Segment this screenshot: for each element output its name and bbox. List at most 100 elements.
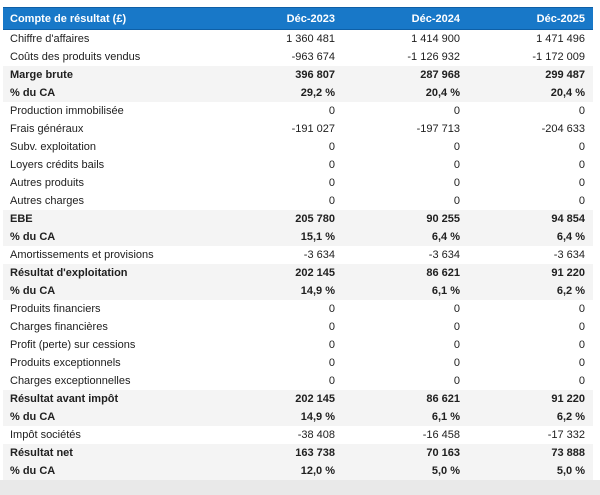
row-value-dec-2024: 0 [453,357,460,369]
row-value-dec-2024: 0 [453,159,460,171]
row-label: Autres produits [10,177,84,189]
row-value-dec-2023: 0 [328,375,335,387]
row-value-dec-2024: -197 713 [416,123,460,135]
row-value-dec-2025: 0 [578,195,585,207]
row-value-dec-2023: 0 [328,321,335,333]
row-value-dec-2023: 0 [328,141,335,153]
row-label: Production immobilisée [10,105,124,117]
row-label: Résultat avant impôt [10,393,119,405]
row-value-dec-2025: -3 634 [553,249,585,261]
row-value-dec-2023: 202 145 [295,393,335,405]
row-value-dec-2025: -1 172 009 [532,51,585,63]
row-value-dec-2024: 5,0 % [431,465,460,477]
row-value-dec-2023: 12,0 % [300,465,335,477]
row-label: Produits financiers [10,303,101,315]
row-value-dec-2023: -3 634 [303,249,335,261]
row-value-dec-2024: 6,4 % [431,231,460,243]
row-value-dec-2024: 1 414 900 [411,33,460,45]
row-label: Produits exceptionnels [10,357,121,369]
table-row: % du CA 15,1 % 6,4 % 6,4 % [3,228,593,246]
table-row: Charges exceptionnelles 0 0 0 [3,372,593,390]
row-value-dec-2023: 14,9 % [300,411,335,423]
table-row: % du CA 14,9 % 6,1 % 6,2 % [3,282,593,300]
row-value-dec-2024: 0 [453,105,460,117]
row-label: Résultat d'exploitation [10,267,128,279]
table-row: Frais généraux -191 027 -197 713 -204 63… [3,120,593,138]
table-row: Amortissements et provisions -3 634 -3 6… [3,246,593,264]
row-value-dec-2025: 299 487 [545,69,585,81]
table-header-title: Compte de résultat (£) [10,12,127,25]
table-header-dec-2024: Déc-2024 [411,12,460,25]
income-statement-table: Compte de résultat (£) Déc-2023 Déc-2024… [3,7,593,480]
row-value-dec-2023: 0 [328,159,335,171]
table-row: Coûts des produits vendus -963 674 -1 12… [3,48,593,66]
row-value-dec-2024: 20,4 % [425,87,460,99]
row-label: Impôt sociétés [10,429,81,441]
row-label: Subv. exploitation [10,141,97,153]
row-value-dec-2025: 1 471 496 [536,33,585,45]
row-value-dec-2023: 0 [328,195,335,207]
page-footer-background [0,480,600,495]
table-header-dec-2023: Déc-2023 [286,12,335,25]
row-label: % du CA [10,465,56,477]
table-row: % du CA 12,0 % 5,0 % 5,0 % [3,462,593,480]
row-value-dec-2024: 90 255 [426,213,460,225]
row-value-dec-2024: 0 [453,195,460,207]
row-value-dec-2023: 0 [328,177,335,189]
table-row: Autres charges 0 0 0 [3,192,593,210]
row-value-dec-2025: 0 [578,357,585,369]
row-value-dec-2025: -17 332 [547,429,585,441]
table-header-dec-2025: Déc-2025 [536,12,585,25]
table-row: Résultat avant impôt 202 145 86 621 91 2… [3,390,593,408]
row-value-dec-2025: 5,0 % [556,465,585,477]
row-value-dec-2023: 15,1 % [300,231,335,243]
row-value-dec-2025: 6,2 % [556,411,585,423]
row-label: Charges financières [10,321,108,333]
row-value-dec-2025: 91 220 [551,267,585,279]
row-label: Coûts des produits vendus [10,51,141,63]
row-value-dec-2024: 86 621 [426,267,460,279]
row-label: % du CA [10,285,56,297]
row-value-dec-2024: -16 458 [422,429,460,441]
row-value-dec-2023: 14,9 % [300,285,335,297]
row-label: Loyers crédits bails [10,159,105,171]
row-value-dec-2024: 86 621 [426,393,460,405]
table-row: Chiffre d'affaires 1 360 481 1 414 900 1… [3,30,593,48]
row-value-dec-2023: 0 [328,339,335,351]
table-row: Loyers crédits bails 0 0 0 [3,156,593,174]
row-value-dec-2025: 6,2 % [556,285,585,297]
table-row: Charges financières 0 0 0 [3,318,593,336]
row-value-dec-2024: 0 [453,303,460,315]
row-value-dec-2024: 70 163 [426,447,460,459]
row-value-dec-2025: 0 [578,105,585,117]
table-row: % du CA 29,2 % 20,4 % 20,4 % [3,84,593,102]
row-value-dec-2023: -38 408 [297,429,335,441]
row-value-dec-2025: 0 [578,177,585,189]
row-label: EBE [10,213,33,225]
row-value-dec-2025: 0 [578,375,585,387]
row-value-dec-2025: 0 [578,141,585,153]
table-row: Production immobilisée 0 0 0 [3,102,593,120]
row-value-dec-2024: 6,1 % [431,285,460,297]
row-value-dec-2024: 0 [453,375,460,387]
row-label: Résultat net [10,447,73,459]
row-value-dec-2025: 0 [578,159,585,171]
row-value-dec-2023: 202 145 [295,267,335,279]
row-value-dec-2025: 6,4 % [556,231,585,243]
row-value-dec-2023: -963 674 [291,51,335,63]
table-row: Résultat net 163 738 70 163 73 888 [3,444,593,462]
row-value-dec-2023: 1 360 481 [286,33,335,45]
table-row: Impôt sociétés -38 408 -16 458 -17 332 [3,426,593,444]
table-row: Autres produits 0 0 0 [3,174,593,192]
table-row: Subv. exploitation 0 0 0 [3,138,593,156]
table-row: Résultat d'exploitation 202 145 86 621 9… [3,264,593,282]
row-label: Amortissements et provisions [10,249,154,261]
row-value-dec-2023: -191 027 [291,123,335,135]
row-label: % du CA [10,87,56,99]
table-header-row: Compte de résultat (£) Déc-2023 Déc-2024… [3,7,593,30]
row-value-dec-2024: 0 [453,141,460,153]
row-value-dec-2025: 0 [578,339,585,351]
row-label: Marge brute [10,69,73,81]
row-value-dec-2024: 287 968 [420,69,460,81]
row-value-dec-2024: 0 [453,339,460,351]
